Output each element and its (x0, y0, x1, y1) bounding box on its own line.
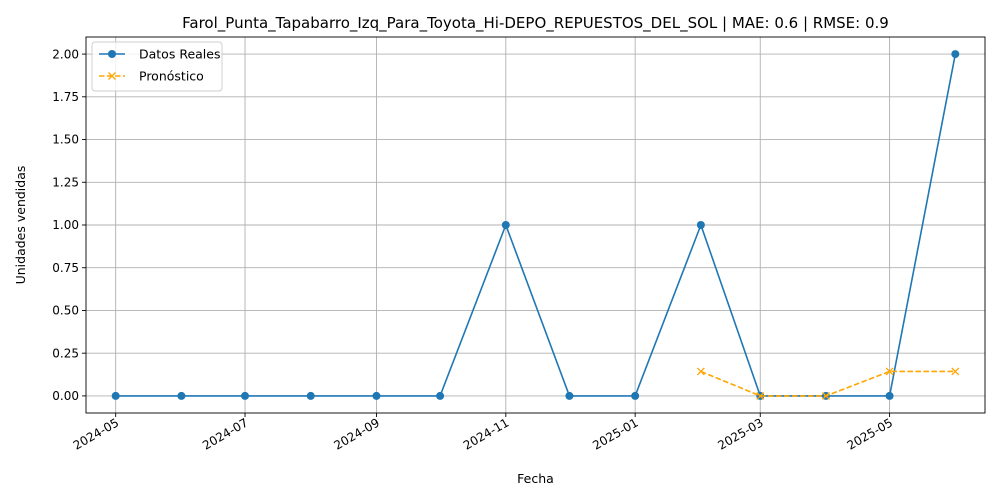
legend-label-pronostico: Pronóstico (139, 69, 204, 84)
series-layer (111, 50, 960, 400)
legend: Datos Reales Pronóstico (91, 41, 223, 92)
legend-label-datos-reales: Datos Reales (139, 47, 220, 62)
data-point (885, 391, 894, 400)
data-point (306, 391, 315, 400)
data-point (951, 367, 960, 376)
data-point (177, 391, 186, 400)
x-axis-label: Fecha (517, 471, 554, 486)
data-point (501, 221, 510, 229)
y-tick-label: 1.25 (52, 175, 79, 189)
grid-lines (86, 37, 985, 413)
legend-marker-pronostico (108, 72, 116, 80)
data-point (111, 391, 120, 400)
data-point (241, 391, 250, 400)
y-tick-label: 0.50 (52, 304, 79, 318)
legend-marker-datos-reales (108, 50, 116, 58)
y-tick-label: 1.00 (52, 218, 79, 232)
y-axis-label: Unidades vendidas (13, 166, 28, 285)
y-tick-label: 2.00 (52, 47, 79, 61)
y-tick-label: 0.25 (52, 346, 79, 360)
data-point (436, 391, 445, 400)
data-point (756, 391, 765, 400)
data-point (696, 221, 705, 229)
data-point (696, 367, 705, 376)
series-pronostico (696, 367, 960, 400)
data-point (885, 367, 894, 376)
data-point (631, 391, 640, 400)
data-point (951, 50, 960, 59)
data-point (822, 391, 830, 400)
y-tick-label: 0.75 (52, 261, 79, 275)
y-tick-label: 0.00 (52, 389, 79, 403)
y-tick-label: 1.50 (52, 133, 79, 147)
y-tick-label: 1.75 (52, 90, 79, 104)
data-point (372, 391, 381, 400)
series-line-datos-reales (115, 53, 957, 397)
chart-title: Farol_Punta_Tapabarro_Izq_Para_Toyota_Hi… (182, 14, 889, 33)
data-point (565, 391, 574, 400)
